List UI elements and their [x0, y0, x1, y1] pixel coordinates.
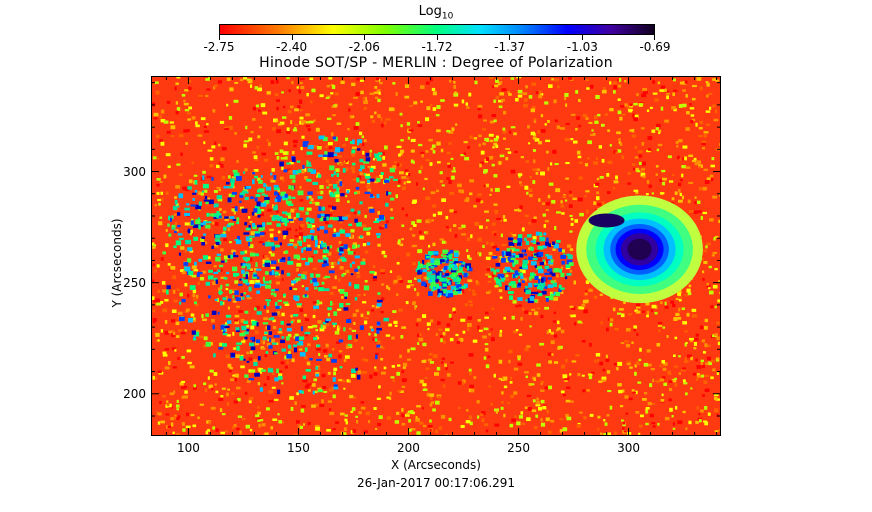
plot-title: Hinode SOT/SP - MERLIN : Degree of Polar…	[259, 55, 613, 71]
x-tick-label: 300	[617, 441, 641, 455]
colorbar-tick	[219, 35, 220, 40]
colorbar-tick-label: -1.37	[494, 40, 526, 54]
x-tick-label: 100	[176, 441, 200, 455]
colorbar-tick-label: -0.69	[639, 40, 671, 54]
colorbar-tick	[436, 35, 438, 40]
colorbar-tick	[291, 35, 293, 40]
colorbar-tick	[509, 35, 510, 40]
colorbar-tick-label: -2.06	[348, 40, 380, 54]
x-axis-label: X (Arcseconds)	[391, 458, 481, 472]
colorbar-tick-label: -2.40	[276, 40, 308, 54]
colorbar-label: Log10	[0, 4, 872, 22]
y-tick-label: 200	[123, 386, 146, 401]
colorbar-tick-label: -1.03	[566, 40, 598, 54]
polarization-map	[151, 76, 721, 436]
x-tick-label: 250	[507, 441, 530, 455]
y-tick-label: 250	[123, 275, 146, 290]
colorbar-tick	[364, 35, 365, 40]
colorbar	[219, 24, 655, 35]
colorbar-tick	[654, 35, 655, 40]
colorbar-label-base: Log	[418, 4, 442, 19]
colorbar-tick	[581, 35, 583, 40]
colorbar-label-sub: 10	[441, 11, 454, 22]
x-tick-label: 200	[397, 441, 420, 455]
colorbar-tick-label: -1.72	[421, 40, 453, 54]
sunspot	[576, 195, 703, 304]
y-tick-label: 300	[123, 164, 146, 179]
colorbar-ticks	[219, 35, 655, 41]
timestamp: 26-Jan-2017 00:17:06.291	[356, 476, 516, 490]
axis-ticks	[151, 76, 721, 436]
plot-frame	[151, 76, 721, 436]
plage-region	[162, 135, 574, 395]
x-tick-label: 150	[286, 441, 310, 455]
colorbar-tick-label: -2.75	[203, 40, 235, 54]
y-axis-label: Y (Arcseconds)	[110, 218, 124, 308]
